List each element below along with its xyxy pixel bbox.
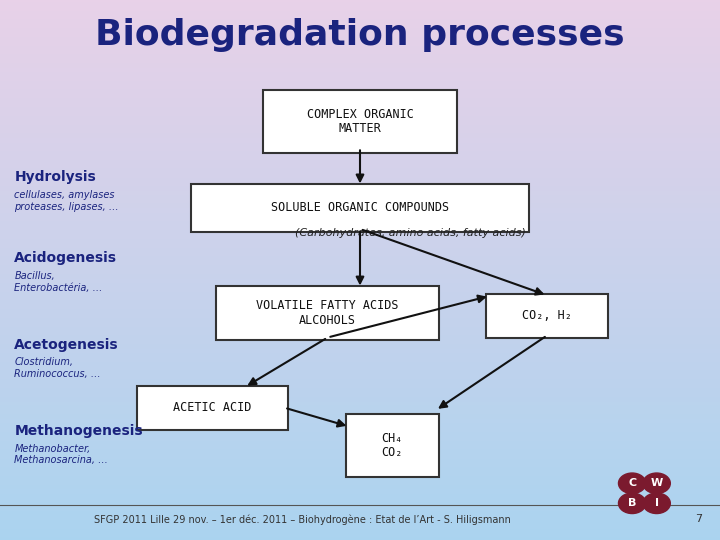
Text: CH₄
CO₂: CH₄ CO₂ [382,431,403,460]
Text: Methanobacter,
Methanosarcina, …: Methanobacter, Methanosarcina, … [14,444,108,465]
FancyBboxPatch shape [216,286,439,340]
FancyBboxPatch shape [263,90,457,152]
Text: Clostridium,
Ruminococcus, …: Clostridium, Ruminococcus, … [14,357,101,379]
Circle shape [618,473,646,494]
Text: SOLUBLE ORGANIC COMPOUNDS: SOLUBLE ORGANIC COMPOUNDS [271,201,449,214]
FancyBboxPatch shape [191,184,529,232]
Text: B: B [628,498,636,508]
Text: 7: 7 [695,515,702,524]
Text: Methanogenesis: Methanogenesis [14,424,143,438]
Circle shape [643,493,670,514]
Text: ACETIC ACID: ACETIC ACID [174,401,251,414]
Text: COMPLEX ORGANIC
MATTER: COMPLEX ORGANIC MATTER [307,107,413,136]
Text: W: W [650,478,663,488]
FancyBboxPatch shape [137,386,288,430]
Text: I: I [654,498,659,508]
Text: VOLATILE FATTY ACIDS
ALCOHOLS: VOLATILE FATTY ACIDS ALCOHOLS [256,299,399,327]
Text: SFGP 2011 Lille 29 nov. – 1er déc. 2011 – Biohydrogène : Etat de l’Art - S. Hili: SFGP 2011 Lille 29 nov. – 1er déc. 2011 … [94,514,510,525]
Text: cellulases, amylases
proteases, lipases, …: cellulases, amylases proteases, lipases,… [14,190,119,212]
Text: Acidogenesis: Acidogenesis [14,251,117,265]
Text: (Carbohydrates, amino acids, fatty acids): (Carbohydrates, amino acids, fatty acids… [295,228,526,238]
Text: C: C [628,478,636,488]
Text: Bacillus,
Enterobactéria, …: Bacillus, Enterobactéria, … [14,271,103,293]
Text: Hydrolysis: Hydrolysis [14,170,96,184]
Circle shape [643,473,670,494]
Circle shape [618,493,646,514]
FancyBboxPatch shape [486,294,608,338]
Text: CO₂, H₂: CO₂, H₂ [522,309,572,322]
Text: Biodegradation processes: Biodegradation processes [95,18,625,52]
Text: Acetogenesis: Acetogenesis [14,338,119,352]
FancyBboxPatch shape [346,415,439,477]
